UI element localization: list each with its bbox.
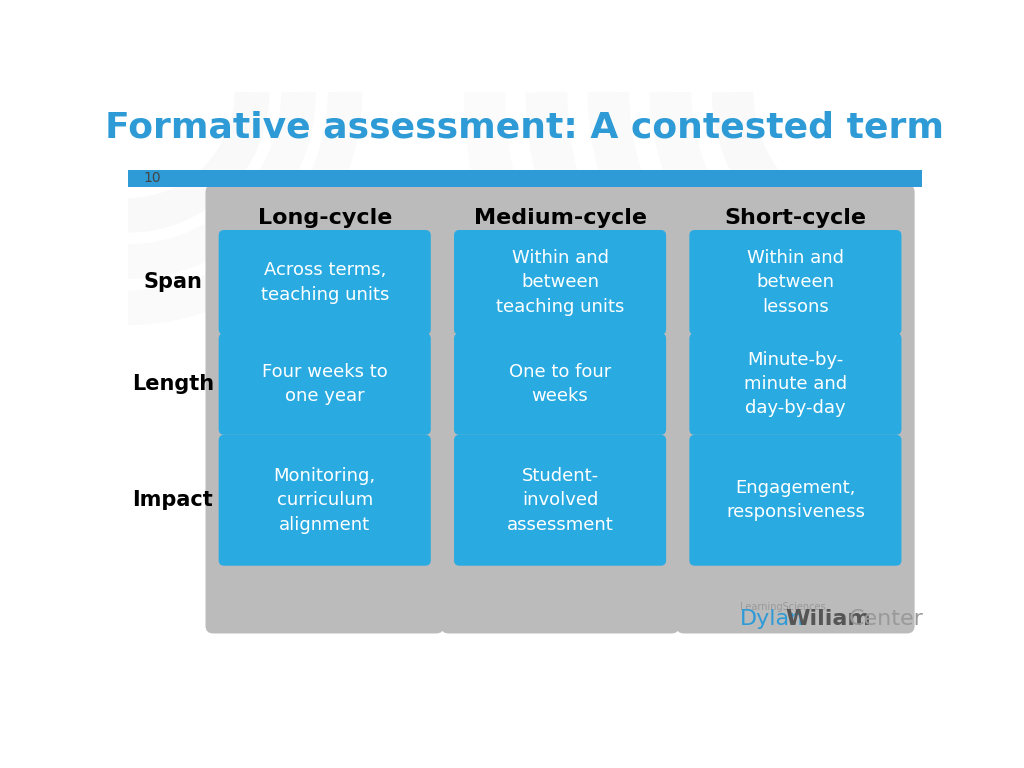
FancyBboxPatch shape [219,435,431,566]
FancyBboxPatch shape [219,333,431,435]
FancyBboxPatch shape [454,333,666,435]
Text: Engagement,
responsiveness: Engagement, responsiveness [726,479,865,521]
FancyBboxPatch shape [689,230,901,335]
Text: Student-
involved
assessment: Student- involved assessment [507,467,613,534]
FancyBboxPatch shape [676,184,914,634]
Text: 10: 10 [143,171,161,185]
FancyBboxPatch shape [128,170,922,187]
Text: Wiliam: Wiliam [785,609,870,629]
Text: Across terms,
teaching units: Across terms, teaching units [260,261,389,303]
Text: Center: Center [849,609,924,629]
Text: Impact: Impact [132,490,213,510]
Text: Four weeks to
one year: Four weeks to one year [262,362,388,406]
Text: Within and
between
teaching units: Within and between teaching units [496,249,625,316]
FancyBboxPatch shape [454,435,666,566]
Text: Length: Length [132,374,214,394]
FancyBboxPatch shape [206,184,444,634]
Text: LearningSciences: LearningSciences [740,601,826,611]
Text: Formative assessment: A contested term: Formative assessment: A contested term [105,111,944,144]
Text: One to four
weeks: One to four weeks [509,362,611,406]
FancyBboxPatch shape [441,184,679,634]
Text: Long-cycle: Long-cycle [257,207,392,227]
FancyBboxPatch shape [689,333,901,435]
Text: Span: Span [143,273,203,293]
Text: Short-cycle: Short-cycle [724,207,866,227]
Text: Minute-by-
minute and
day-by-day: Minute-by- minute and day-by-day [743,351,847,417]
FancyBboxPatch shape [689,435,901,566]
Text: Monitoring,
curriculum
alignment: Monitoring, curriculum alignment [273,467,376,534]
Text: Medium-cycle: Medium-cycle [473,207,646,227]
Text: Within and
between
lessons: Within and between lessons [746,249,844,316]
Text: Dylan: Dylan [740,609,805,629]
FancyBboxPatch shape [219,230,431,335]
FancyBboxPatch shape [454,230,666,335]
